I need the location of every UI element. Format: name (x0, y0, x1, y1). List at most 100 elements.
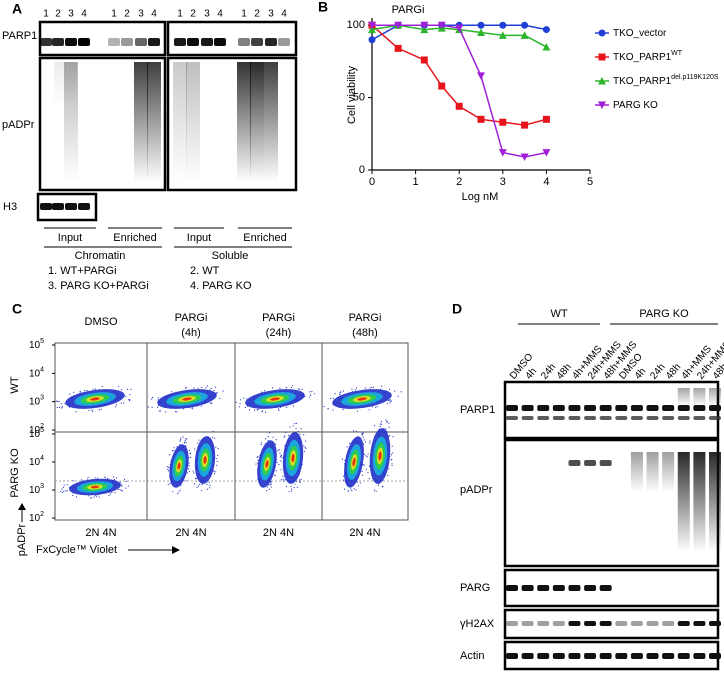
row-label: pADPr (2, 119, 35, 131)
event-dot (282, 475, 284, 477)
event-dot (285, 431, 287, 434)
event-dot (363, 439, 365, 441)
event-dot (278, 463, 280, 466)
event-dot (121, 485, 123, 487)
density (265, 460, 269, 468)
smear (65, 62, 77, 107)
event-dot (244, 407, 246, 409)
event-dot (62, 491, 64, 494)
event-dot (182, 436, 184, 438)
legend-superscript: del.p119K120S (671, 74, 719, 81)
marker (542, 149, 551, 157)
x-axis-label: Log nM (462, 191, 499, 203)
event-dot (280, 469, 282, 471)
event-dot (363, 464, 365, 466)
event-dot (196, 486, 198, 489)
event-dot (339, 391, 341, 394)
band (568, 460, 581, 466)
event-dot (169, 454, 171, 456)
event-dot (256, 456, 258, 459)
smear (630, 452, 643, 492)
event-dot (192, 470, 194, 472)
band (506, 585, 518, 591)
event-dot (357, 485, 360, 487)
panel-b: B PARGi Cell viability Log nM 0 50 100 0 1 2 3… (318, 0, 719, 203)
event-dot (304, 446, 306, 448)
marker (521, 21, 529, 29)
legend-marker (598, 53, 606, 61)
lane-number: 3 (138, 9, 144, 20)
event-dot (264, 411, 267, 413)
event-dot (174, 411, 177, 413)
event-dot (106, 477, 109, 480)
lane-number: 2 (55, 9, 61, 20)
event-dot (201, 483, 203, 485)
event-dot (309, 396, 311, 398)
smear (147, 62, 161, 182)
event-dot (361, 434, 363, 436)
event-dot (58, 400, 60, 403)
event-dot (342, 479, 345, 481)
band (506, 405, 518, 411)
lane-number: 4 (217, 9, 223, 20)
event-dot (168, 470, 170, 472)
band (537, 585, 550, 591)
event-dot (267, 436, 269, 438)
band (568, 416, 581, 420)
event-dot (290, 386, 293, 389)
event-dot (151, 406, 153, 409)
tick-exponent: 4 (40, 455, 44, 462)
band (552, 405, 565, 411)
band (78, 38, 90, 46)
band (568, 621, 581, 626)
event-dot (246, 398, 248, 400)
event-dot (388, 426, 390, 428)
marker (477, 115, 485, 123)
band (662, 405, 675, 411)
band (599, 585, 612, 591)
band (52, 203, 64, 210)
event-dot (294, 422, 296, 425)
tick-exponent: 2 (40, 423, 44, 430)
event-dot (381, 385, 383, 387)
density (291, 453, 295, 463)
density (203, 456, 207, 464)
band (646, 621, 659, 626)
band (693, 405, 706, 411)
band (65, 203, 77, 210)
event-dot (376, 406, 378, 408)
marker (420, 21, 429, 30)
panel-c: C WT PARG KO pADPr FxCycle™ Violet DMSO 2… (9, 301, 409, 556)
event-dot (271, 387, 274, 389)
event-dot (294, 483, 296, 486)
event-dot (311, 390, 313, 393)
event-dot (280, 479, 282, 481)
band (552, 621, 565, 626)
band (584, 460, 597, 466)
event-dot (353, 430, 355, 432)
event-dot (285, 386, 288, 389)
event-dot (355, 387, 358, 389)
marker (394, 21, 403, 30)
band (121, 38, 133, 46)
event-dot (374, 425, 376, 427)
event-dot (284, 479, 286, 481)
event-dot (159, 410, 162, 412)
event-dot (364, 441, 367, 443)
event-dot (267, 439, 269, 442)
event-dot (61, 406, 64, 408)
event-dot (84, 389, 86, 392)
event-dot (355, 489, 357, 491)
event-dot (280, 455, 282, 457)
marker (477, 28, 485, 36)
event-dot (268, 488, 271, 490)
event-dot (180, 437, 182, 439)
column-header: (24h) (266, 327, 292, 339)
event-dot (323, 405, 325, 408)
event-dot (350, 488, 352, 490)
smear (173, 62, 187, 182)
event-dot (277, 450, 279, 452)
marker (499, 21, 507, 29)
band (552, 585, 565, 591)
